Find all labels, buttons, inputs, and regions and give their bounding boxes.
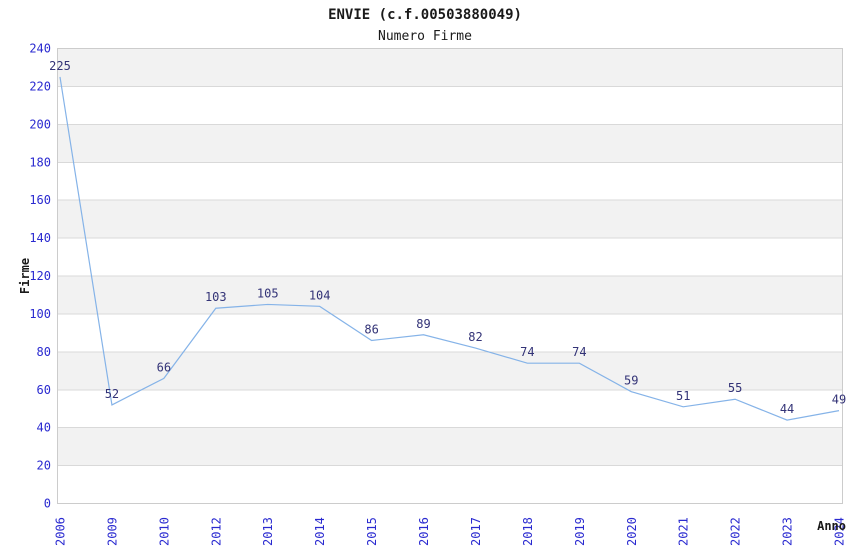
x-axis-label: Anno [817,519,846,533]
point-label: 105 [257,286,279,300]
point-label: 74 [572,345,586,359]
x-tick-label: 2022 [729,517,743,546]
x-tick-label: 2017 [469,517,483,546]
gridlines [57,85,843,467]
chart-title: ENVIE (c.f.00503880049) [328,7,522,23]
point-label: 51 [676,389,690,403]
point-label: 66 [157,360,171,374]
plot-band [57,48,843,87]
x-tick-label: 2015 [365,517,379,546]
point-label: 86 [364,322,378,336]
point-label: 44 [780,402,794,416]
y-axis-label: Firme [18,258,32,294]
x-tick-label: 2006 [54,517,68,546]
x-tick-label: 2016 [417,517,431,546]
y-tick-label: 100 [29,307,51,321]
y-tick-label: 140 [29,231,51,245]
plot-band [57,124,843,163]
y-tick-label: 40 [37,421,51,435]
y-axis-ticks: 0 20 40 60 80 100 120 140 160 180 200 220 240 [29,42,51,511]
y-tick-label: 80 [37,345,51,359]
plot-band [57,200,843,239]
y-tick-label: 180 [29,155,51,169]
x-tick-label: 2021 [677,517,691,546]
point-label: 55 [728,381,742,395]
y-tick-label: 60 [37,383,51,397]
plot-border [57,48,843,504]
point-label: 103 [205,290,227,304]
x-tick-label: 2009 [105,517,119,546]
x-tick-label: 2018 [521,517,535,546]
y-tick-label: 200 [29,117,51,131]
point-label: 104 [309,288,331,302]
x-tick-label: 2013 [261,517,275,546]
point-label: 59 [624,374,638,388]
y-tick-label: 20 [37,459,51,473]
point-label: 49 [832,393,846,407]
x-tick-label: 2012 [209,517,223,546]
y-tick-label: 240 [29,42,51,56]
point-label: 225 [49,59,71,73]
y-tick-label: 0 [44,497,51,511]
y-tick-label: 120 [29,269,51,283]
x-tick-label: 2019 [573,517,587,546]
series-line [59,76,840,421]
x-tick-label: 2020 [625,517,639,546]
plot-band [57,427,843,466]
y-tick-label: 160 [29,193,51,207]
plot-bands [57,48,843,466]
point-label: 89 [416,317,430,331]
chart-subtitle: Numero Firme [378,29,472,44]
point-labels: 225 52 66 103 105 104 86 89 82 74 74 59 51 55 44 49 [49,59,846,416]
plot-band [57,276,843,314]
x-tick-label: 2023 [781,517,795,546]
x-tick-label: 2014 [313,517,327,546]
x-tick-label: 2024 [833,517,847,546]
x-axis-ticks: 2006 2009 2010 2012 2013 2014 2015 2016 2017 2018… [54,517,847,546]
y-tick-label: 220 [29,79,51,93]
plot-band [57,351,843,390]
point-label: 74 [520,345,534,359]
point-label: 82 [468,330,482,344]
point-label: 52 [105,387,119,401]
x-tick-label: 2010 [157,517,171,546]
